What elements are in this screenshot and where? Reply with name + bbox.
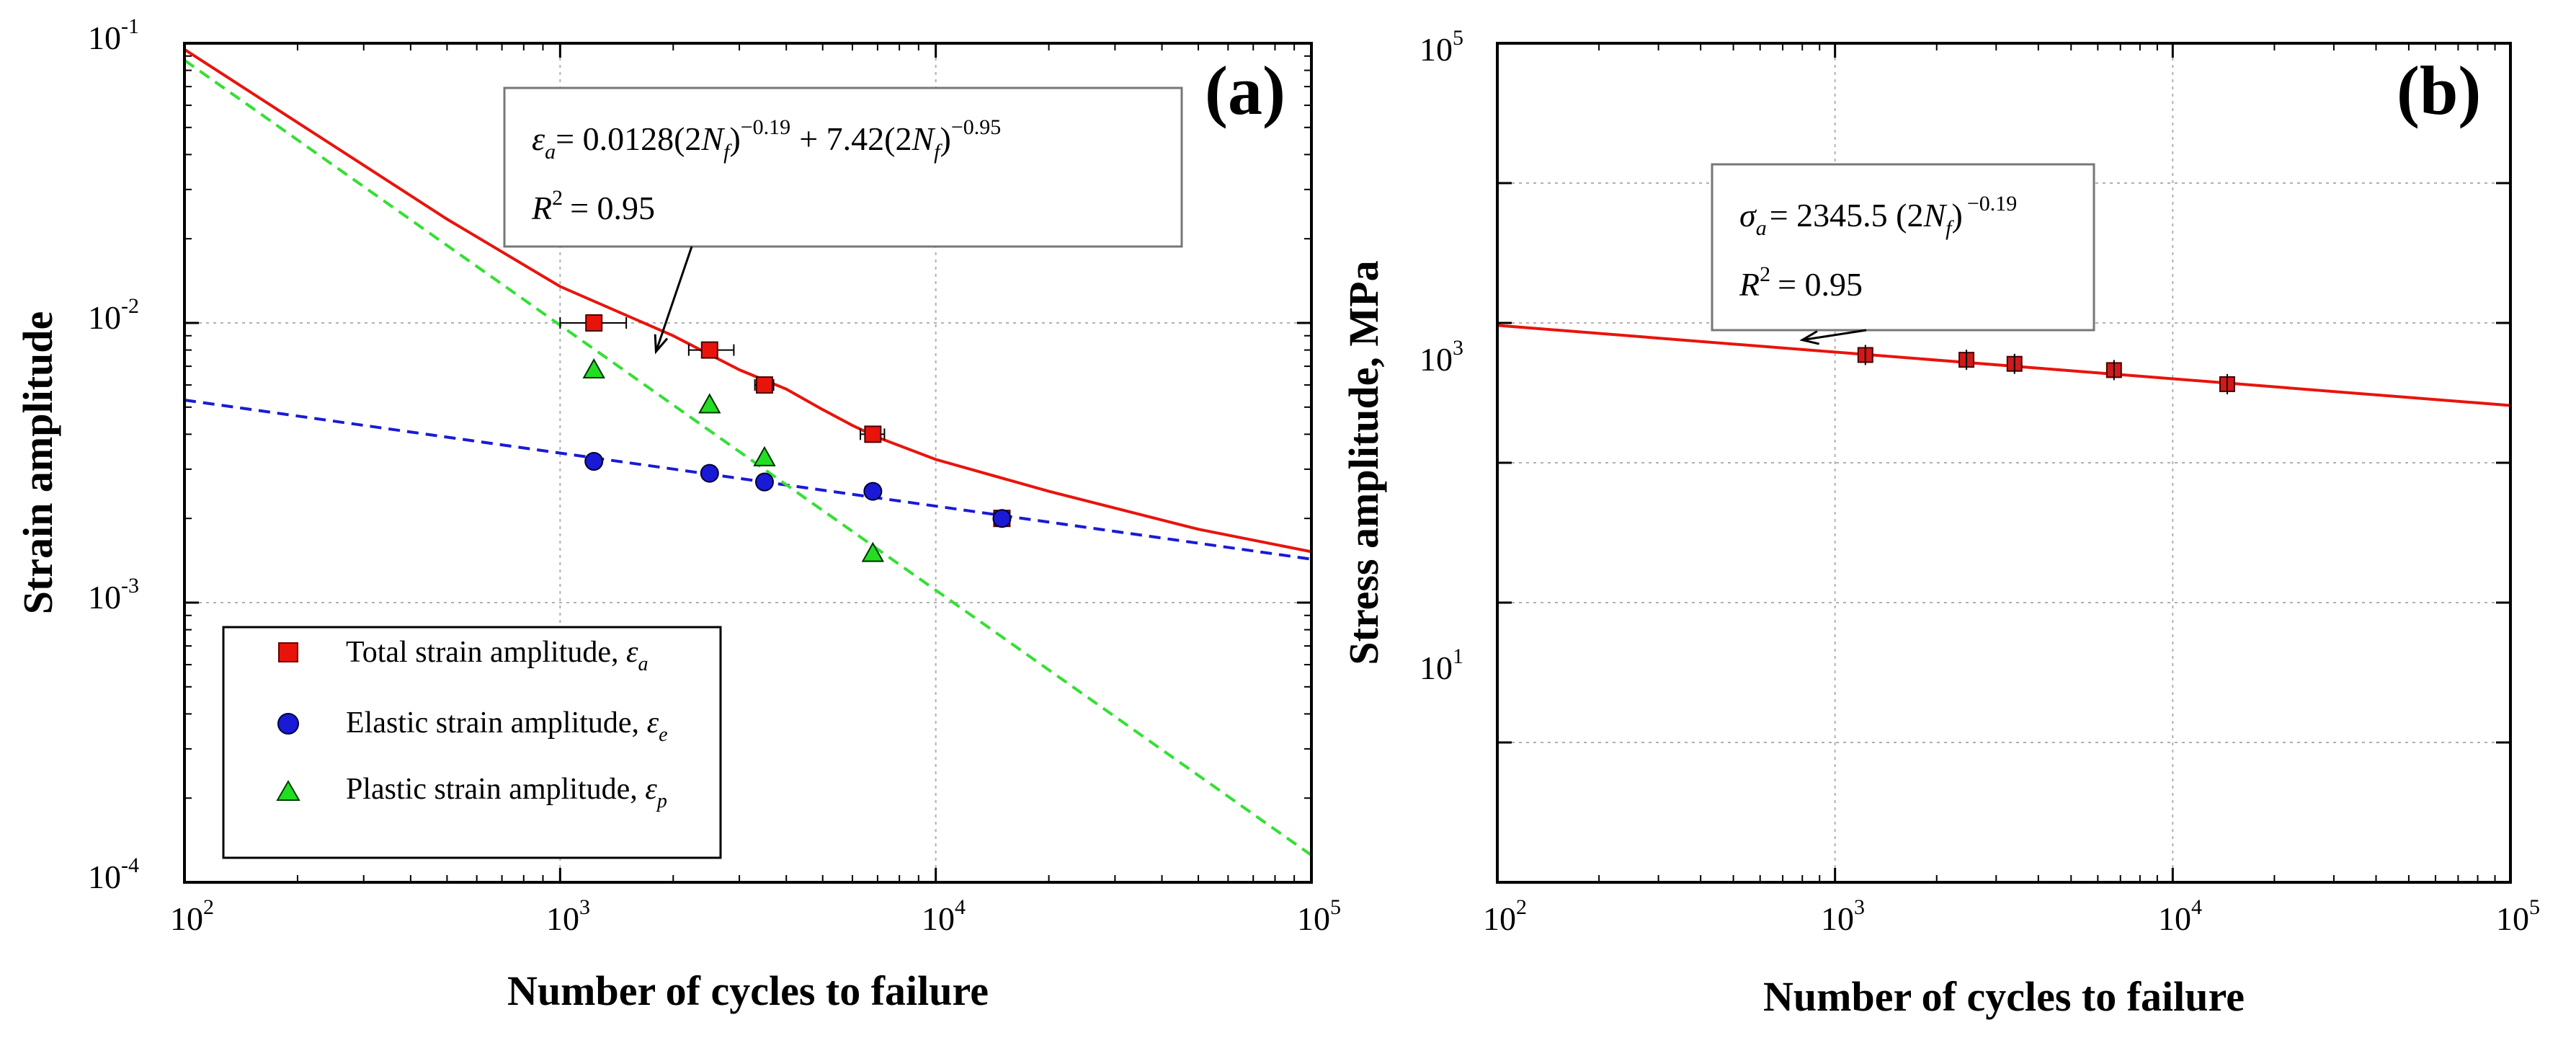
y-axis-title-a: Strain amplitude [14, 311, 61, 615]
x-axis-title-a: Number of cycles to failure [507, 967, 989, 1014]
r-squared-text-a: R2 = 0.95 [531, 186, 655, 226]
legend-marker-square [278, 642, 298, 662]
x-tick-label: 103 [1821, 895, 1865, 937]
y-tick-label: 10-1 [88, 14, 139, 56]
data-point-triangle [861, 541, 885, 562]
data-point-circle [584, 452, 604, 471]
y-tick-labels-b: 101 103 105 [1420, 26, 1463, 686]
data-point-square [864, 425, 882, 443]
data-point-triangle [753, 445, 776, 466]
annotation-arrow-head [654, 334, 669, 355]
equation-text-b: σa= 2345.5 (2Nf) −0.19 [1739, 192, 2017, 240]
legend-a: Total strain amplitude, εa Elastic strai… [222, 626, 722, 859]
y-tick-label: 10-2 [88, 294, 139, 336]
annotation-frame-a [503, 86, 1183, 248]
fit-lines-a [183, 48, 1313, 857]
x-axis-title-b: Number of cycles to failure [1763, 973, 2245, 1020]
tick-marks-b [1496, 42, 2512, 884]
data-point-square [755, 376, 773, 394]
x-tick-labels-a: 102 103 104 105 [170, 895, 1341, 937]
equation-text-a: εa= 0.0128(2Nf)−0.19 + 7.42(2Nf)−0.95 [532, 115, 1001, 164]
x-tick-label: 105 [1297, 895, 1341, 937]
annotation-arrow-b [1799, 329, 1867, 345]
x-tick-label: 102 [170, 895, 214, 937]
equation-box-a: εa= 0.0128(2Nf)−0.19 + 7.42(2Nf)−0.95 R2 =… [503, 86, 1183, 248]
y-tick-label: 10-4 [88, 853, 139, 895]
data-point-circle [992, 509, 1012, 528]
y-tick-label: 105 [1420, 26, 1463, 68]
fit-lines-b [1497, 324, 2511, 407]
legend-label-total: Total strain amplitude, εa [346, 636, 649, 675]
fit-line-elastic-fit [184, 399, 1312, 561]
y-tick-label: 10-3 [88, 574, 139, 616]
x-tick-label: 105 [2496, 895, 2540, 937]
annotation-arrow-line [1802, 329, 1867, 342]
legend-label-elastic: Elastic strain amplitude, εe [346, 706, 668, 746]
annotation-arrow-a [654, 246, 693, 355]
equation-box-b: σa= 2345.5 (2Nf) −0.19 R2 = 0.95 [1711, 163, 2095, 332]
fit-line-stress-fit [1497, 324, 2511, 407]
legend-marker-circle [277, 713, 299, 735]
x-tick-label: 102 [1483, 895, 1527, 937]
x-tick-labels-b: 102 103 104 105 [1483, 895, 2540, 937]
y-tick-label: 103 [1420, 336, 1463, 378]
panel-label-a: (a) [1205, 52, 1285, 129]
fit-line-total-fit [183, 48, 1312, 554]
y-tick-labels-a: 10-4 10-3 10-2 10-1 [88, 14, 139, 895]
data-points-a [559, 314, 1012, 562]
annotation-arrow-head [1799, 330, 1819, 345]
x-tick-label: 104 [2158, 895, 2202, 937]
data-point-circle [863, 482, 883, 501]
x-tick-label: 103 [546, 895, 590, 937]
plot-frame-a [183, 42, 1313, 884]
annotation-frame-b [1711, 163, 2095, 332]
fit-line-plastic-fit [183, 58, 1313, 857]
data-points-b [1857, 345, 2235, 394]
data-point-circle [754, 472, 774, 492]
r-squared-text-b: R2 = 0.95 [1739, 262, 1863, 303]
panel-a: 10-4 10-3 10-2 10-1 102 103 104 105 Numb… [14, 14, 1341, 1014]
annotation-arrow-line [654, 246, 693, 352]
data-point-square [700, 341, 718, 359]
panel-label-b: (b) [2397, 52, 2481, 129]
panel-b: 101 103 105 102 103 104 105 Number of cy… [1340, 26, 2540, 1020]
x-tick-label: 104 [922, 895, 966, 937]
data-point-triangle [582, 358, 605, 378]
legend-frame-a [222, 626, 722, 859]
data-point-circle [700, 463, 719, 483]
y-tick-label: 101 [1420, 644, 1463, 686]
data-point-triangle [698, 393, 721, 414]
legend-marker-triangle [276, 779, 300, 801]
legend-label-plastic: Plastic strain amplitude, εp [346, 773, 667, 812]
y-axis-title-b: Stress amplitude, MPa [1340, 260, 1387, 665]
data-point-square [585, 314, 603, 332]
tick-marks-a [183, 42, 1313, 884]
